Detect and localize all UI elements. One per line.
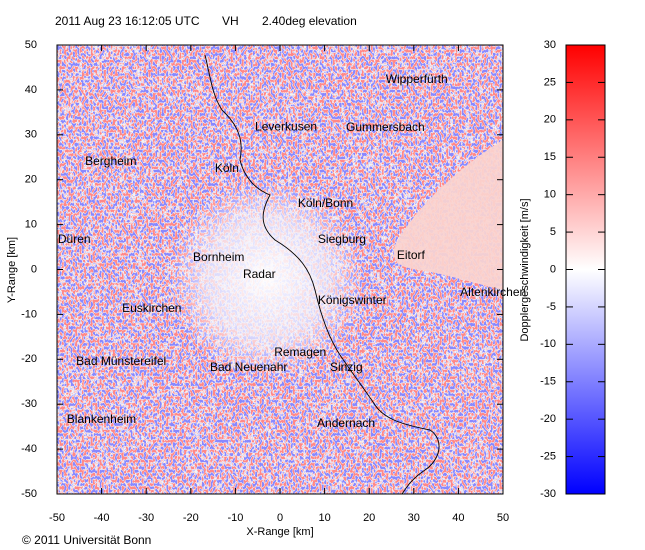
city-label: Eitorf	[397, 248, 426, 262]
colorbar-tick-label: 5	[550, 226, 556, 238]
city-label: Sinzig	[330, 360, 363, 374]
colorbar-tick-label: 0	[550, 263, 556, 275]
city-label: Blankenheim	[67, 412, 136, 426]
river-line	[204, 54, 440, 494]
colorbar-tick-label: -10	[540, 338, 556, 350]
colorbar-tick-label: 10	[544, 189, 556, 201]
colorbar-tick-label: 30	[544, 39, 556, 51]
city-label: Bornheim	[193, 250, 244, 264]
radar-field	[57, 45, 503, 494]
city-label: Euskirchen	[122, 301, 181, 315]
y-tick-label: 30	[25, 129, 37, 141]
city-label: Leverkusen	[255, 119, 317, 133]
elevation: 2.40deg elevation	[262, 14, 357, 28]
chart-title: 2011 Aug 23 16:12:05 UTC	[55, 14, 200, 28]
y-tick-label: 20	[25, 174, 37, 186]
echo-area	[393, 140, 503, 290]
x-tick-label: -50	[49, 512, 65, 524]
city-label: Bad Münstereifel	[76, 354, 166, 368]
y-tick-label: 40	[25, 84, 37, 96]
city-label: Düren	[58, 232, 91, 246]
x-tick-label: -20	[183, 512, 199, 524]
x-tick-label: 40	[452, 512, 464, 524]
y-axis-label: Y-Range [km]	[6, 237, 18, 303]
y-tick-label: 0	[31, 263, 37, 275]
colorbar-label: Dopplergeschwindigkeit [m/s]	[519, 198, 531, 341]
colorbar-tick-label: 15	[544, 151, 556, 163]
city-label: Remagen	[274, 345, 326, 359]
colorbar-tick-label: -25	[540, 450, 556, 462]
city-label: Köln/Bonn	[298, 196, 353, 210]
x-tick-label: -40	[94, 512, 110, 524]
city-label: Andernach	[317, 416, 375, 430]
y-tick-label: -40	[21, 443, 37, 455]
city-label: Bergheim	[85, 154, 136, 168]
x-tick-label: -10	[227, 512, 243, 524]
x-tick-label: 50	[497, 512, 509, 524]
x-tick-label: 10	[318, 512, 330, 524]
y-tick-label: -30	[21, 398, 37, 410]
city-label: Gummersbach	[346, 120, 425, 134]
product: VH	[222, 14, 239, 28]
y-tick-label: -20	[21, 353, 37, 365]
colorbar-tick-label: -15	[540, 376, 556, 388]
city-label: Bad Neuenahr	[210, 360, 287, 374]
city-label: Königswinter	[318, 293, 387, 307]
x-axis-label: X-Range [km]	[246, 526, 313, 538]
x-tick-label: 30	[408, 512, 420, 524]
x-tick-label: 20	[363, 512, 375, 524]
colorbar-tick-label: -30	[540, 488, 556, 500]
y-tick-label: -50	[21, 488, 37, 500]
city-label: Wipperfürth	[386, 72, 448, 86]
colorbar-tick-label: -5	[546, 301, 556, 313]
copyright: © 2011 Universität Bonn	[22, 533, 151, 547]
city-label: Altenkirchen	[460, 285, 526, 299]
colorbar-tick-label: 25	[544, 76, 556, 88]
city-label: Köln	[215, 161, 239, 175]
y-tick-label: 10	[25, 219, 37, 231]
colorbar-tick-label: 20	[544, 114, 556, 126]
city-label: Radar	[243, 267, 276, 281]
y-tick-label: 50	[25, 39, 37, 51]
x-tick-label: 0	[277, 512, 283, 524]
colorbar-tick-label: -20	[540, 413, 556, 425]
city-label: Siegburg	[318, 232, 366, 246]
y-tick-label: -10	[21, 308, 37, 320]
x-tick-label: -30	[138, 512, 154, 524]
